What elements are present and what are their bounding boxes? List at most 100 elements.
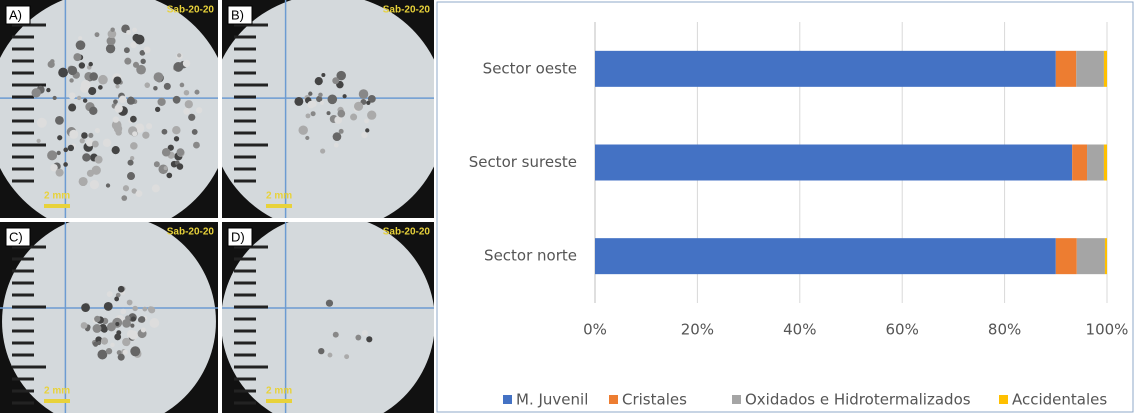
- grain: [113, 76, 122, 85]
- grain: [124, 57, 132, 65]
- y-tick-label: Sector norte: [484, 247, 577, 265]
- bar-segment: [595, 238, 1056, 275]
- grain: [116, 330, 122, 336]
- legend-swatch: [503, 395, 512, 404]
- grain: [130, 316, 136, 322]
- grain: [338, 128, 344, 134]
- photo-view: [0, 222, 218, 413]
- legend-label: M. Juvenil: [516, 391, 588, 409]
- panel-label: D): [231, 229, 245, 244]
- y-tick-label: Sector sureste: [469, 153, 577, 171]
- grain: [316, 95, 323, 103]
- grain: [78, 62, 86, 69]
- grain: [112, 116, 119, 123]
- grain: [122, 337, 131, 347]
- grain: [366, 336, 373, 343]
- grain: [105, 183, 111, 188]
- panel-label: C): [9, 229, 23, 244]
- grain: [98, 85, 103, 90]
- grain: [130, 115, 137, 123]
- grain: [78, 36, 83, 41]
- scale-bar: [266, 204, 292, 208]
- grain: [52, 95, 57, 101]
- grain: [364, 118, 369, 124]
- grain: [132, 27, 138, 33]
- grain: [36, 138, 41, 144]
- grain: [110, 342, 115, 348]
- grain: [126, 329, 136, 339]
- grain: [332, 77, 340, 85]
- grain: [82, 98, 88, 103]
- label-box: [227, 5, 253, 25]
- grain: [82, 153, 91, 162]
- grain: [91, 165, 101, 175]
- grain: [92, 341, 99, 347]
- x-tick-label: 40%: [783, 321, 816, 339]
- grain: [358, 89, 369, 99]
- grain: [91, 140, 99, 148]
- sample-id: Sab-20-20: [167, 227, 215, 238]
- legend-swatch: [999, 395, 1008, 404]
- grain: [366, 100, 371, 105]
- photo-view: [222, 0, 434, 218]
- grain: [46, 87, 51, 93]
- grain: [68, 92, 76, 100]
- grain: [55, 115, 64, 125]
- grain: [106, 36, 116, 46]
- grain: [156, 76, 162, 83]
- grain: [367, 110, 377, 120]
- grain: [76, 95, 82, 101]
- grain: [126, 299, 133, 306]
- grain: [134, 34, 145, 45]
- grain: [94, 127, 100, 134]
- label-box: [227, 227, 253, 247]
- scale-bar: [44, 204, 70, 208]
- grain: [94, 155, 103, 164]
- grain: [73, 53, 82, 62]
- grain: [336, 70, 346, 81]
- grain: [182, 59, 191, 68]
- grain: [308, 91, 313, 96]
- microscope-field: [222, 0, 434, 218]
- grain: [111, 120, 122, 130]
- label-box: [5, 227, 31, 247]
- bar-segment: [1076, 238, 1105, 275]
- scale-label: 2 mm: [266, 191, 292, 202]
- grain: [78, 176, 88, 187]
- x-tick-label: 80%: [988, 321, 1021, 339]
- scale-bar: [44, 399, 70, 403]
- grain: [130, 323, 135, 328]
- sample-id: Sab-20-20: [383, 227, 431, 238]
- bar-segment: [595, 50, 1056, 87]
- grain: [144, 82, 151, 88]
- grain: [153, 86, 158, 91]
- grain: [68, 103, 77, 112]
- grain: [55, 168, 64, 177]
- grain: [86, 169, 94, 177]
- grain: [143, 46, 151, 54]
- grain: [67, 144, 75, 152]
- panel-label: B): [231, 7, 244, 22]
- bar-segment: [1103, 50, 1107, 87]
- grain: [151, 184, 160, 193]
- panel-label: A): [9, 7, 22, 22]
- grain: [114, 296, 120, 302]
- bar-segment: [1076, 50, 1104, 87]
- grain: [298, 125, 308, 135]
- grain: [115, 292, 121, 298]
- grain: [138, 316, 146, 323]
- grain: [353, 101, 364, 111]
- grain: [67, 65, 78, 76]
- grain: [172, 125, 181, 135]
- grain: [69, 78, 74, 83]
- grain: [147, 306, 154, 313]
- grain: [47, 60, 55, 68]
- grain: [163, 166, 168, 171]
- grain: [94, 32, 100, 38]
- grain: [172, 95, 181, 104]
- grain: [139, 50, 146, 56]
- x-tick-label: 60%: [886, 321, 919, 339]
- x-tick-label: 20%: [681, 321, 714, 339]
- scale-label: 2 mm: [44, 191, 70, 202]
- grain: [89, 72, 98, 81]
